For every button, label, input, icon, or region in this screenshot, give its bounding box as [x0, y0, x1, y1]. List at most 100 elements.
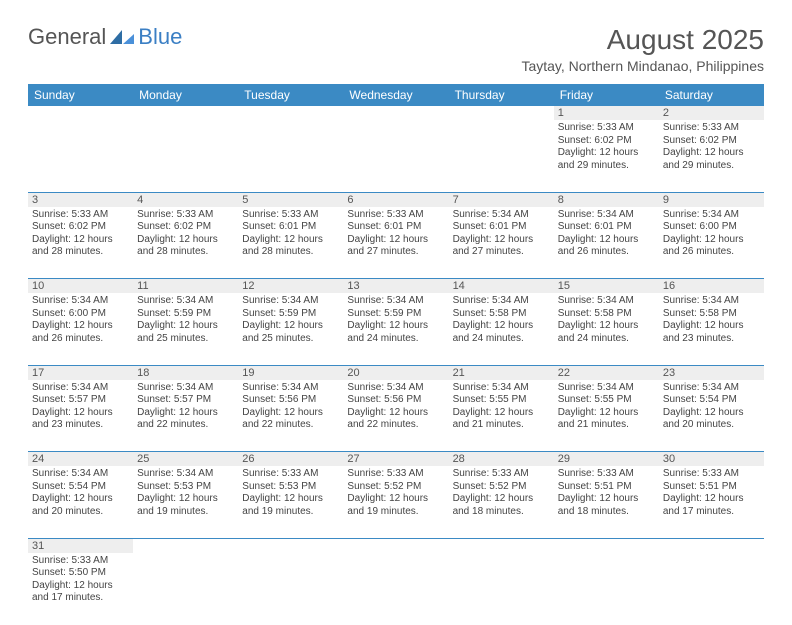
- day-detail-line: and 19 minutes.: [347, 506, 444, 519]
- day-detail-line: Sunrise: 5:34 AM: [558, 382, 655, 395]
- day-details: Sunrise: 5:33 AMSunset: 5:50 PMDaylight:…: [32, 555, 129, 605]
- day-detail-line: Sunset: 6:01 PM: [453, 221, 550, 234]
- day-details: Sunrise: 5:33 AMSunset: 6:02 PMDaylight:…: [558, 122, 655, 172]
- day-details: Sunrise: 5:34 AMSunset: 5:58 PMDaylight:…: [663, 295, 760, 345]
- day-number-cell: [238, 106, 343, 120]
- day-details: Sunrise: 5:33 AMSunset: 6:01 PMDaylight:…: [347, 209, 444, 259]
- day-details: Sunrise: 5:33 AMSunset: 5:52 PMDaylight:…: [453, 468, 550, 518]
- day-content-cell: [449, 553, 554, 625]
- day-detail-line: and 17 minutes.: [32, 592, 129, 605]
- day-details: Sunrise: 5:33 AMSunset: 6:02 PMDaylight:…: [137, 209, 234, 259]
- day-detail-line: Sunrise: 5:33 AM: [558, 122, 655, 135]
- day-detail-line: Sunset: 6:02 PM: [663, 135, 760, 148]
- day-details: Sunrise: 5:33 AMSunset: 6:01 PMDaylight:…: [242, 209, 339, 259]
- day-detail-line: Sunset: 5:57 PM: [32, 394, 129, 407]
- day-details: Sunrise: 5:34 AMSunset: 5:57 PMDaylight:…: [137, 382, 234, 432]
- day-detail-line: Sunrise: 5:34 AM: [32, 382, 129, 395]
- day-detail-line: and 17 minutes.: [663, 506, 760, 519]
- day-detail-line: Sunset: 5:59 PM: [347, 308, 444, 321]
- day-detail-line: Sunrise: 5:33 AM: [137, 209, 234, 222]
- day-content-cell: Sunrise: 5:34 AMSunset: 5:55 PMDaylight:…: [554, 380, 659, 452]
- day-number-cell: 15: [554, 279, 659, 294]
- day-detail-line: Sunset: 5:54 PM: [663, 394, 760, 407]
- day-content-cell: Sunrise: 5:34 AMSunset: 5:55 PMDaylight:…: [449, 380, 554, 452]
- day-content-cell: Sunrise: 5:34 AMSunset: 6:00 PMDaylight:…: [28, 293, 133, 365]
- day-content-cell: Sunrise: 5:33 AMSunset: 5:51 PMDaylight:…: [659, 466, 764, 538]
- day-detail-line: Sunrise: 5:33 AM: [453, 468, 550, 481]
- day-number-cell: [238, 538, 343, 553]
- day-detail-line: Sunrise: 5:34 AM: [137, 382, 234, 395]
- weekday-header: Saturday: [659, 84, 764, 106]
- day-number-cell: 11: [133, 279, 238, 294]
- day-details: Sunrise: 5:34 AMSunset: 5:58 PMDaylight:…: [453, 295, 550, 345]
- day-number-cell: 13: [343, 279, 448, 294]
- day-detail-line: Daylight: 12 hours: [663, 234, 760, 247]
- day-detail-line: Sunset: 5:59 PM: [137, 308, 234, 321]
- day-content-cell: Sunrise: 5:34 AMSunset: 5:58 PMDaylight:…: [554, 293, 659, 365]
- day-number-cell: [449, 538, 554, 553]
- day-number-cell: 4: [133, 192, 238, 207]
- day-number-cell: 20: [343, 365, 448, 380]
- day-number-cell: 9: [659, 192, 764, 207]
- day-details: Sunrise: 5:33 AMSunset: 5:53 PMDaylight:…: [242, 468, 339, 518]
- day-content-cell: Sunrise: 5:33 AMSunset: 6:01 PMDaylight:…: [238, 207, 343, 279]
- day-detail-line: Sunset: 6:00 PM: [663, 221, 760, 234]
- day-number-cell: [133, 106, 238, 120]
- day-detail-line: and 23 minutes.: [32, 419, 129, 432]
- day-detail-line: Daylight: 12 hours: [32, 407, 129, 420]
- day-content-cell: Sunrise: 5:34 AMSunset: 6:00 PMDaylight:…: [659, 207, 764, 279]
- day-number-cell: 18: [133, 365, 238, 380]
- day-detail-line: and 28 minutes.: [137, 246, 234, 259]
- day-number-cell: 3: [28, 192, 133, 207]
- day-number-cell: 26: [238, 452, 343, 467]
- day-detail-line: Daylight: 12 hours: [137, 407, 234, 420]
- day-content-cell: Sunrise: 5:33 AMSunset: 6:02 PMDaylight:…: [659, 120, 764, 192]
- day-detail-line: Daylight: 12 hours: [558, 234, 655, 247]
- day-detail-line: Daylight: 12 hours: [453, 320, 550, 333]
- day-content-cell: Sunrise: 5:33 AMSunset: 5:53 PMDaylight:…: [238, 466, 343, 538]
- month-title: August 2025: [521, 24, 764, 56]
- day-number-cell: 23: [659, 365, 764, 380]
- day-detail-line: Sunrise: 5:33 AM: [242, 468, 339, 481]
- day-detail-line: Sunset: 5:53 PM: [137, 481, 234, 494]
- day-detail-line: Sunrise: 5:34 AM: [137, 468, 234, 481]
- day-number-row: 24252627282930: [28, 452, 764, 467]
- day-detail-line: Sunrise: 5:33 AM: [347, 209, 444, 222]
- day-details: Sunrise: 5:34 AMSunset: 5:54 PMDaylight:…: [663, 382, 760, 432]
- day-number-cell: 21: [449, 365, 554, 380]
- day-content-row: Sunrise: 5:33 AMSunset: 6:02 PMDaylight:…: [28, 207, 764, 279]
- day-number-cell: 6: [343, 192, 448, 207]
- day-number-cell: 31: [28, 538, 133, 553]
- day-content-cell: Sunrise: 5:34 AMSunset: 5:53 PMDaylight:…: [133, 466, 238, 538]
- day-content-cell: Sunrise: 5:34 AMSunset: 5:58 PMDaylight:…: [659, 293, 764, 365]
- day-details: Sunrise: 5:34 AMSunset: 5:58 PMDaylight:…: [558, 295, 655, 345]
- day-details: Sunrise: 5:33 AMSunset: 5:51 PMDaylight:…: [558, 468, 655, 518]
- day-number-cell: 29: [554, 452, 659, 467]
- day-detail-line: and 22 minutes.: [242, 419, 339, 432]
- day-number-cell: [133, 538, 238, 553]
- day-details: Sunrise: 5:34 AMSunset: 5:57 PMDaylight:…: [32, 382, 129, 432]
- day-detail-line: Sunrise: 5:34 AM: [558, 209, 655, 222]
- logo-sail-icon: [108, 28, 136, 46]
- day-number-cell: 17: [28, 365, 133, 380]
- weekday-header: Sunday: [28, 84, 133, 106]
- day-detail-line: and 27 minutes.: [453, 246, 550, 259]
- day-detail-line: Sunrise: 5:34 AM: [347, 382, 444, 395]
- day-detail-line: and 21 minutes.: [453, 419, 550, 432]
- day-detail-line: Sunrise: 5:33 AM: [558, 468, 655, 481]
- day-content-cell: Sunrise: 5:33 AMSunset: 6:02 PMDaylight:…: [554, 120, 659, 192]
- day-number-cell: [659, 538, 764, 553]
- day-detail-line: and 27 minutes.: [347, 246, 444, 259]
- day-detail-line: Sunset: 5:51 PM: [558, 481, 655, 494]
- day-content-cell: Sunrise: 5:34 AMSunset: 6:01 PMDaylight:…: [554, 207, 659, 279]
- day-content-cell: [343, 120, 448, 192]
- day-detail-line: Sunset: 5:58 PM: [453, 308, 550, 321]
- day-detail-line: and 24 minutes.: [558, 333, 655, 346]
- day-details: Sunrise: 5:34 AMSunset: 6:00 PMDaylight:…: [32, 295, 129, 345]
- day-detail-line: Daylight: 12 hours: [137, 493, 234, 506]
- day-detail-line: and 28 minutes.: [242, 246, 339, 259]
- day-number-row: 3456789: [28, 192, 764, 207]
- day-detail-line: Sunset: 6:01 PM: [242, 221, 339, 234]
- location-subtitle: Taytay, Northern Mindanao, Philippines: [521, 58, 764, 74]
- day-content-cell: Sunrise: 5:34 AMSunset: 5:59 PMDaylight:…: [343, 293, 448, 365]
